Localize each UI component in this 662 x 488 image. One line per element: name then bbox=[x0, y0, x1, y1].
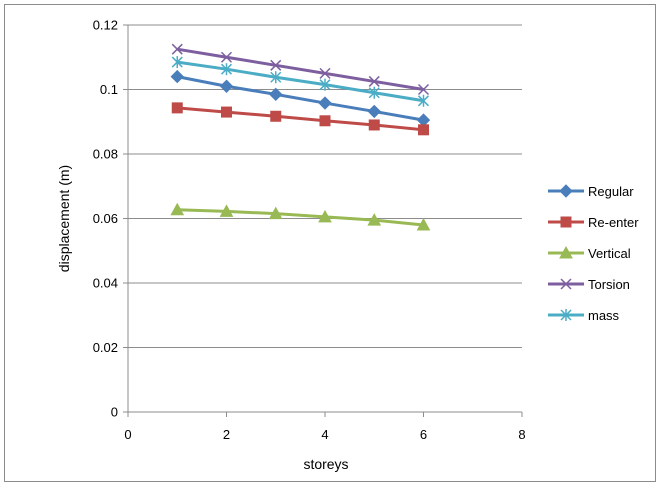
x-tick-label-3: 6 bbox=[420, 427, 427, 442]
axes bbox=[123, 24, 523, 417]
legend-item-torsion: Torsion bbox=[548, 277, 630, 292]
legend-marker-regular bbox=[559, 184, 573, 198]
point-torsion-5 bbox=[417, 83, 430, 96]
y-tick-label-5: 0.1 bbox=[100, 82, 118, 97]
point-torsion-0 bbox=[171, 43, 183, 55]
legend-item-vertical: Vertical bbox=[548, 245, 631, 261]
series-line-mass bbox=[177, 60, 424, 103]
legend-marker-vertical bbox=[559, 245, 573, 259]
point-regular-3 bbox=[318, 96, 332, 110]
y-tick-label-0: 0 bbox=[111, 405, 118, 420]
point-mass-4 bbox=[368, 86, 380, 99]
chart-area bbox=[4, 4, 656, 482]
series-line-re-enter bbox=[177, 106, 424, 132]
legend-label-mass: mass bbox=[588, 308, 620, 323]
legend-item-re-enter: Re-enter bbox=[548, 215, 639, 230]
y-tick-label-6: 0.12 bbox=[93, 18, 118, 33]
y-tick-label-1: 0.02 bbox=[93, 340, 118, 355]
legend-marker-re-enter bbox=[560, 216, 572, 228]
point-mass-2 bbox=[270, 71, 282, 84]
tick-labels: 0 0.02 0.04 0.06 0.08 0.1 0.12 0 2 4 6 8 bbox=[93, 18, 526, 443]
point-regular-1 bbox=[219, 79, 234, 93]
point-re-enter-5 bbox=[418, 124, 429, 136]
point-regular-2 bbox=[269, 87, 283, 102]
y-tick-label-4: 0.08 bbox=[93, 147, 118, 162]
legend-marker-torsion bbox=[560, 278, 572, 290]
point-torsion-3 bbox=[319, 67, 331, 79]
point-torsion-2 bbox=[270, 59, 282, 71]
legend-label-regular: Regular bbox=[588, 184, 634, 199]
series-line-regular bbox=[176, 75, 424, 122]
point-mass-3 bbox=[319, 78, 331, 91]
y-tick-label-3: 0.06 bbox=[93, 211, 118, 226]
point-re-enter-0 bbox=[171, 102, 183, 114]
point-vertical-4 bbox=[367, 213, 382, 226]
legend-marker-mass bbox=[560, 309, 572, 321]
point-vertical-0 bbox=[170, 202, 185, 216]
point-re-enter-4 bbox=[368, 119, 380, 131]
x-tick-label-2: 4 bbox=[321, 427, 328, 442]
point-re-enter-2 bbox=[270, 110, 282, 122]
legend-item-regular: Regular bbox=[548, 184, 634, 199]
point-mass-0 bbox=[171, 56, 183, 69]
point-vertical-1 bbox=[219, 204, 234, 217]
series-line-vertical bbox=[177, 208, 424, 227]
point-regular-4 bbox=[367, 104, 381, 119]
legend-label-torsion: Torsion bbox=[588, 277, 630, 292]
point-mass-1 bbox=[220, 63, 233, 76]
series-mass bbox=[171, 56, 430, 107]
legend-label-re-enter: Re-enter bbox=[588, 215, 639, 230]
series-torsion bbox=[171, 43, 430, 96]
x-axis-title: storeys bbox=[303, 456, 348, 472]
point-vertical-3 bbox=[318, 209, 332, 223]
point-mass-5 bbox=[417, 94, 430, 107]
x-tick-label-0: 0 bbox=[124, 427, 131, 442]
point-regular-0 bbox=[170, 69, 184, 84]
series-line-torsion bbox=[177, 47, 424, 91]
legend-label-vertical: Vertical bbox=[588, 246, 631, 261]
y-tick-label-2: 0.04 bbox=[93, 276, 118, 291]
y-axis-title: displacement (m) bbox=[56, 165, 72, 272]
legend: Regular Re-enter Vertical Torsion mass bbox=[548, 184, 639, 323]
point-re-enter-1 bbox=[221, 106, 232, 118]
x-tick-label-4: 8 bbox=[518, 427, 525, 442]
point-torsion-1 bbox=[220, 51, 233, 63]
series-regular bbox=[170, 69, 431, 127]
point-torsion-4 bbox=[368, 75, 380, 87]
point-vertical-5 bbox=[416, 217, 431, 231]
point-vertical-2 bbox=[268, 206, 283, 220]
legend-item-mass: mass bbox=[548, 308, 620, 323]
series-vertical bbox=[170, 202, 431, 231]
series-group bbox=[170, 43, 431, 231]
x-tick-label-1: 2 bbox=[223, 427, 230, 442]
point-re-enter-3 bbox=[319, 115, 331, 127]
series-re-enter bbox=[171, 102, 429, 136]
